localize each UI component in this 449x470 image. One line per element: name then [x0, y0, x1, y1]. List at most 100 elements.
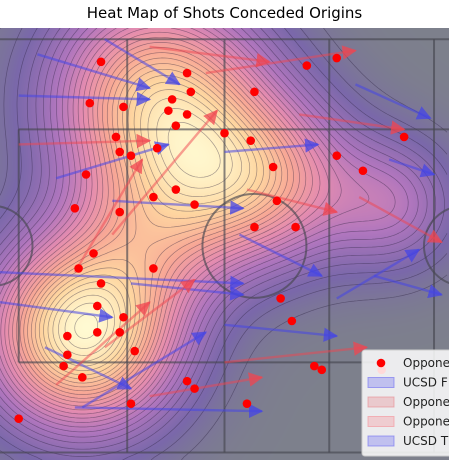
shot-origin-point — [272, 196, 282, 206]
contour-line-12 — [4, 28, 321, 411]
ucsd-pass-arrow — [224, 323, 339, 342]
shot-origin-point — [115, 327, 125, 337]
shot-origin-point — [242, 399, 252, 408]
shot-origin-point — [126, 151, 136, 161]
shot-origin-point — [186, 87, 196, 97]
legend-label: Oppone — [403, 356, 449, 370]
legend-swatch — [367, 416, 395, 427]
shot-origin-points — [14, 53, 409, 423]
shot-origin-point — [149, 264, 158, 273]
shot-origin-point — [399, 132, 409, 142]
shot-origin-point — [96, 57, 106, 67]
shot-origin-point — [250, 222, 259, 232]
shot-origin-point — [81, 170, 91, 179]
shot-origin-point — [92, 301, 102, 311]
opponent-pass-arrow — [224, 341, 369, 364]
shot-origin-point — [190, 384, 199, 393]
opponent-pass-arrow — [246, 188, 339, 216]
shot-origin-point — [182, 110, 192, 119]
shot-origin-point — [287, 316, 297, 326]
shot-origin-point — [171, 185, 181, 194]
shot-origin-point — [70, 204, 80, 213]
contour-line-7 — [0, 28, 409, 433]
ucsd-pass-arrow — [44, 346, 133, 390]
ucsd-pass-arrow — [336, 248, 421, 300]
pitch-right-arc — [422, 207, 449, 285]
legend-swatch — [367, 396, 395, 408]
legend-marker-shots — [376, 358, 386, 368]
ucsd-pass-arrow — [0, 301, 114, 323]
ucsd-pass-arrow — [238, 233, 324, 278]
shot-origin-point — [119, 312, 128, 322]
shot-origin-point — [85, 98, 95, 108]
opponent-pass-arrow — [149, 372, 264, 398]
legend-swatch — [367, 377, 395, 388]
shot-origin-point — [268, 162, 278, 172]
opponent-pass-arrow — [111, 109, 218, 236]
shot-origin-point — [89, 249, 98, 258]
shot-origin-point — [92, 327, 102, 337]
chart-title: Heat Map of Shots Conceded Origins — [86, 4, 363, 22]
legend-box — [361, 349, 449, 457]
shot-origin-point — [149, 192, 158, 202]
ucsd-pass-arrow — [81, 331, 208, 409]
shot-origin-point — [332, 151, 342, 161]
shot-origin-point — [302, 61, 312, 70]
opponent-pass-arrow — [55, 301, 151, 386]
shot-origin-point — [96, 279, 106, 288]
ucsd-pass-arrow — [55, 141, 170, 180]
ucsd-pass-arrow — [0, 270, 245, 291]
pitch-left-arc — [0, 205, 34, 287]
shot-origin-point — [317, 365, 327, 375]
ucsd-pass-arrow — [112, 199, 245, 215]
opponent-pass-arrow — [205, 45, 357, 75]
shot-origin-point — [171, 121, 181, 130]
shot-origin-point — [14, 414, 24, 423]
shot-origin-point — [246, 136, 255, 145]
opponent-pass-arrow — [73, 158, 144, 273]
ucsd-pass-arrow — [354, 83, 432, 120]
ucsd-pass-arrow — [37, 53, 152, 92]
opponent-pass-arrow — [149, 45, 271, 68]
shot-origin-point — [250, 87, 259, 97]
ucsd-pass-arrow — [388, 158, 436, 178]
legend-label: Oppone — [403, 395, 449, 409]
legend-label: Oppone — [403, 415, 449, 429]
shot-origin-point — [130, 346, 139, 356]
shot-origin-point — [190, 200, 199, 209]
shot-origin-point — [63, 350, 72, 360]
ucsd-pass-arrow — [104, 38, 181, 86]
shot-origin-point — [152, 143, 162, 153]
shot-origin-point — [182, 376, 192, 386]
shot-origin-point — [164, 106, 173, 115]
shot-origin-point — [310, 361, 319, 371]
ucsd-pass-arrow — [224, 138, 320, 154]
shot-origin-point — [358, 166, 368, 176]
contour-line-15 — [15, 42, 300, 399]
shot-origin-point — [126, 399, 136, 408]
shot-origin-point — [59, 361, 68, 371]
shot-origin-point — [78, 373, 87, 382]
shot-origin-point — [167, 95, 177, 104]
legend-label: UCSD F — [403, 376, 448, 390]
legend: Oppone UCSD F Oppone Oppone UCSD T — [361, 349, 449, 457]
shot-origin-point — [74, 264, 83, 273]
shot-origin-point — [119, 102, 128, 112]
shot-origin-point — [291, 222, 300, 232]
legend-swatch — [367, 435, 395, 447]
ucsd-pass-arrow — [18, 91, 152, 107]
contour-line-2 — [0, 28, 448, 460]
shot-origin-point — [182, 68, 192, 78]
opponent-pass-arrow — [299, 113, 406, 135]
shot-origin-point — [115, 147, 125, 157]
opponent-pass-arrow — [358, 195, 443, 244]
pass-arrows — [0, 38, 443, 419]
shot-origin-point — [332, 53, 342, 63]
shot-origin-point — [220, 128, 229, 138]
ucsd-pass-arrow — [373, 274, 443, 299]
legend-label: UCSD T — [403, 434, 449, 448]
shot-origin-point — [63, 331, 72, 341]
ucsd-pass-arrow — [74, 403, 264, 419]
contour-line-13 — [8, 31, 313, 407]
shot-origin-point — [276, 294, 285, 303]
